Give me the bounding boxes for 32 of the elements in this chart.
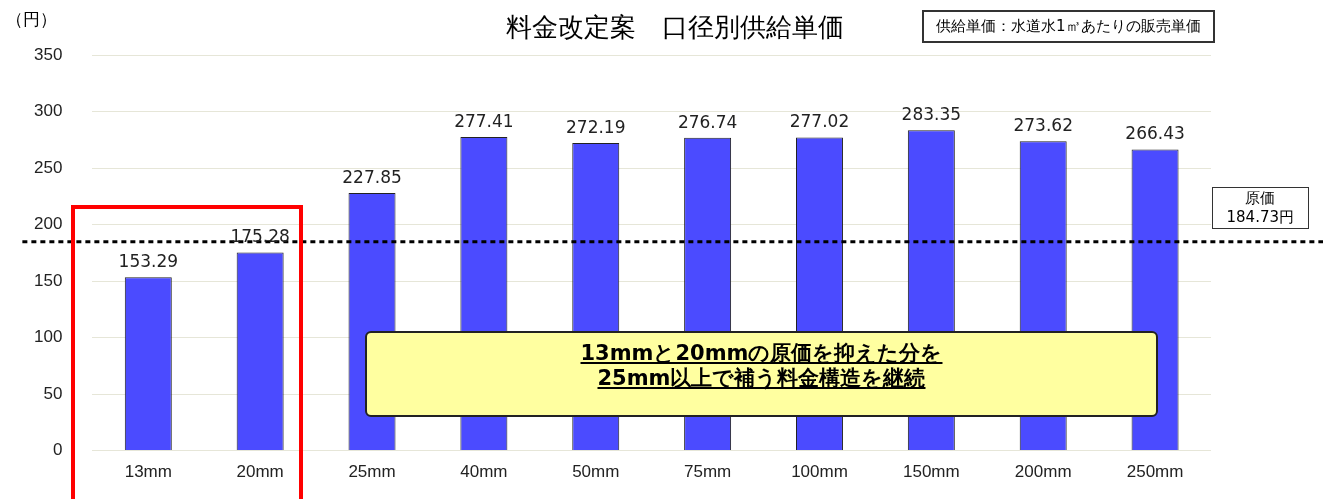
data-label: 272.19	[566, 116, 626, 137]
text: 供給単価：水道水1㎥あたりの販売単価	[922, 10, 1215, 43]
y-tick-label: 200	[33, 214, 63, 234]
x-tick-label: 13mm	[124, 462, 172, 482]
y-tick-label: 100	[33, 327, 63, 347]
y-tick-label: 150	[33, 270, 63, 290]
data-label: 283.35	[901, 104, 962, 125]
x-tick-label: 150mm	[903, 462, 960, 482]
data-label: 175.28	[230, 226, 290, 247]
data-label: 277.02	[789, 111, 850, 132]
data-label: 273.62	[1013, 115, 1073, 136]
x-tick-label: 250mm	[1126, 462, 1184, 482]
y-tick-label: 50	[43, 383, 63, 403]
y-tick-label: 250	[33, 157, 63, 177]
y-axis-title: （円）	[6, 8, 57, 31]
data-label: 227.85	[342, 166, 402, 187]
data-label: 266.43	[1125, 123, 1185, 144]
data-label: 277.41	[454, 110, 514, 131]
x-tick-label: 200mm	[1014, 462, 1072, 482]
y-tick-label: 300	[33, 101, 63, 121]
y-tick-label: 0	[52, 440, 63, 460]
x-tick-label: 75mm	[684, 462, 732, 482]
x-tick-label: 50mm	[572, 462, 620, 482]
data-label: 153.29	[118, 251, 179, 272]
ref-line-label: 原価 184.73円	[1211, 187, 1309, 229]
chart-title: 料金改定案 口径別供給単価	[506, 12, 844, 42]
x-tick-label: 100mm	[791, 462, 848, 482]
x-tick-label: 40mm	[460, 462, 508, 482]
x-tick-label: 20mm	[236, 462, 284, 482]
y-tick-label: 350	[33, 44, 63, 64]
data-label: 276.74	[677, 111, 738, 132]
x-tick-label: 25mm	[348, 462, 396, 482]
